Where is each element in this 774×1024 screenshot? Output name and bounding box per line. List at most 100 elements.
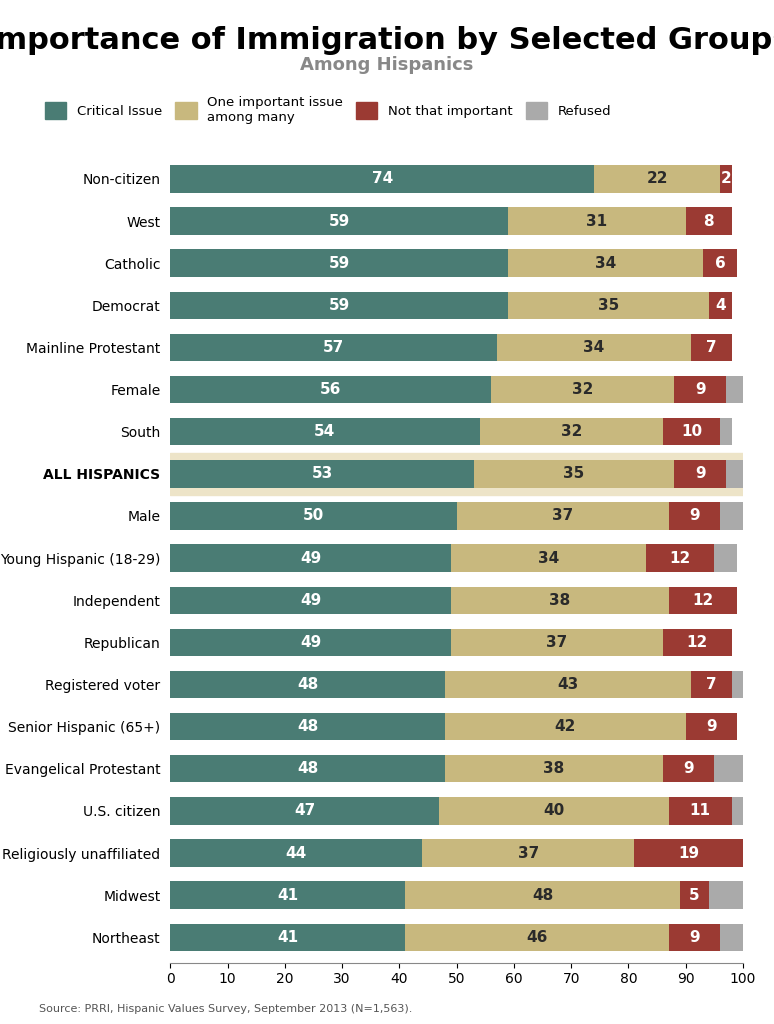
Text: 50: 50 [303, 509, 324, 523]
Bar [726, 376, 743, 403]
Bar [669, 587, 738, 614]
Text: 46: 46 [526, 930, 547, 945]
Text: 57: 57 [323, 340, 344, 355]
Text: 38: 38 [543, 761, 565, 776]
Text: 44: 44 [286, 846, 307, 860]
Text: 32: 32 [560, 424, 582, 439]
Bar [445, 671, 691, 698]
Bar [663, 755, 714, 782]
Text: 4: 4 [715, 298, 725, 312]
Bar [720, 502, 743, 529]
Text: 5: 5 [689, 888, 700, 902]
Bar [714, 545, 738, 571]
Bar [663, 629, 731, 656]
Bar [405, 882, 680, 909]
Text: 41: 41 [277, 888, 298, 902]
Text: 48: 48 [532, 888, 553, 902]
Text: 59: 59 [329, 298, 350, 312]
Bar [170, 713, 445, 740]
Text: 31: 31 [587, 214, 608, 228]
Bar [170, 755, 445, 782]
Bar [509, 207, 686, 234]
Bar [646, 545, 714, 571]
Bar [445, 755, 663, 782]
Bar [170, 250, 509, 276]
Text: 19: 19 [678, 846, 699, 860]
Bar [686, 713, 738, 740]
Text: 8: 8 [704, 214, 714, 228]
Text: 49: 49 [300, 635, 321, 650]
Text: 9: 9 [695, 382, 705, 397]
Text: 34: 34 [595, 256, 616, 270]
Bar [634, 840, 743, 866]
Text: 22: 22 [646, 171, 668, 186]
Bar [714, 755, 743, 782]
Text: 37: 37 [518, 846, 539, 860]
Bar [703, 250, 738, 276]
Text: 49: 49 [300, 551, 321, 565]
Bar [669, 798, 731, 824]
Bar [170, 840, 423, 866]
Text: Importance of Immigration by Selected Groups: Importance of Immigration by Selected Gr… [0, 26, 774, 54]
Bar [170, 882, 405, 909]
Text: Among Hispanics: Among Hispanics [300, 56, 474, 75]
Text: 56: 56 [320, 382, 341, 397]
Text: 74: 74 [372, 171, 393, 186]
Text: 34: 34 [584, 340, 604, 355]
Bar [170, 165, 594, 193]
Bar [680, 882, 709, 909]
Text: 35: 35 [563, 466, 584, 481]
Text: 49: 49 [300, 593, 321, 607]
Bar [170, 545, 451, 571]
Bar [170, 292, 509, 318]
Bar [440, 798, 669, 824]
Text: 37: 37 [546, 635, 567, 650]
Bar [451, 629, 663, 656]
Text: 12: 12 [687, 635, 708, 650]
Bar [497, 334, 691, 361]
Bar [170, 376, 491, 403]
Bar [170, 460, 474, 487]
Bar [405, 924, 669, 951]
Bar [170, 453, 743, 495]
Bar [491, 376, 674, 403]
Text: 11: 11 [690, 804, 711, 818]
Bar [674, 460, 726, 487]
Text: 35: 35 [598, 298, 619, 312]
Text: 59: 59 [329, 214, 350, 228]
Bar [720, 924, 743, 951]
Text: 9: 9 [706, 719, 717, 734]
Bar [669, 924, 720, 951]
Bar [170, 418, 480, 445]
Text: 48: 48 [297, 761, 318, 776]
Bar [720, 165, 731, 193]
Bar [594, 165, 720, 193]
Text: 2: 2 [721, 171, 731, 186]
Text: 9: 9 [689, 509, 700, 523]
Text: 40: 40 [543, 804, 565, 818]
Text: 41: 41 [277, 930, 298, 945]
Bar [674, 376, 726, 403]
Bar [451, 587, 669, 614]
Bar [170, 798, 440, 824]
Bar [509, 292, 709, 318]
Text: 10: 10 [681, 424, 702, 439]
Bar [663, 418, 720, 445]
Bar [170, 629, 451, 656]
Bar [445, 713, 686, 740]
Bar [170, 671, 445, 698]
Bar [731, 671, 743, 698]
Text: 9: 9 [689, 930, 700, 945]
Bar [731, 798, 743, 824]
Bar [474, 460, 674, 487]
Text: Source: PRRI, Hispanic Values Survey, September 2013 (N=1,563).: Source: PRRI, Hispanic Values Survey, Se… [39, 1004, 412, 1014]
Bar [691, 334, 731, 361]
Bar [170, 924, 405, 951]
Text: 53: 53 [311, 466, 333, 481]
Text: 48: 48 [297, 719, 318, 734]
Text: 34: 34 [538, 551, 559, 565]
Text: 7: 7 [706, 340, 717, 355]
Bar [720, 418, 731, 445]
Text: 32: 32 [572, 382, 594, 397]
Text: 6: 6 [714, 256, 725, 270]
